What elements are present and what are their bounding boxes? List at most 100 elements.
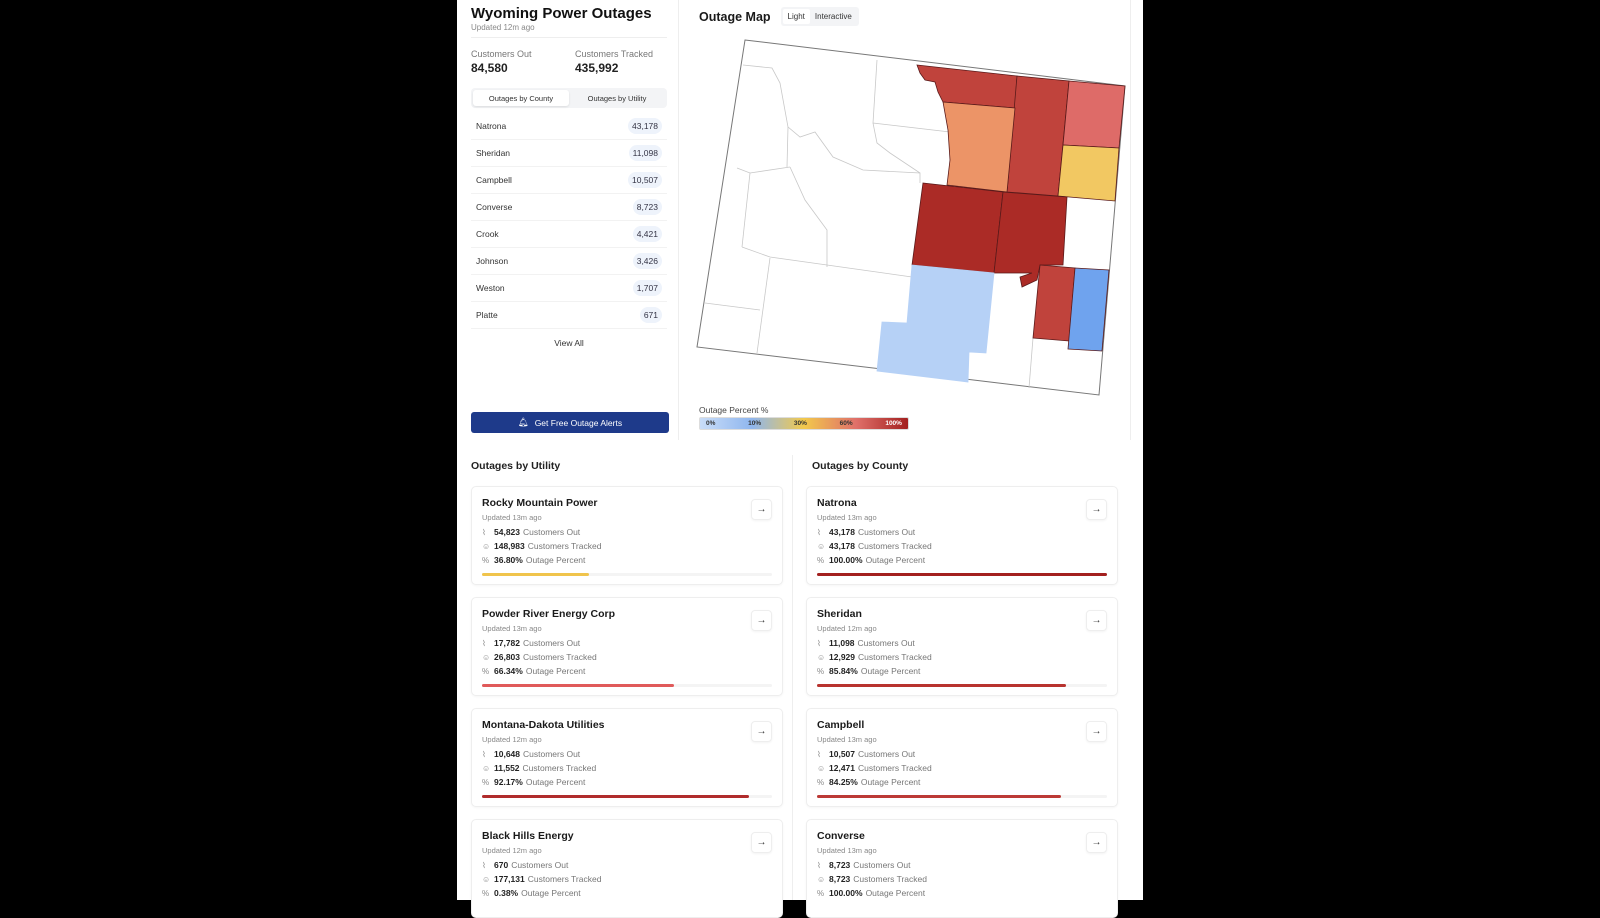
map-title: Outage Map [699,9,771,24]
customers-tracked-value: 12,471 [829,763,855,773]
customers-tracked-label: Customers Tracked [858,763,932,773]
county-list-item[interactable]: Crook 4,421 [471,221,667,248]
utility-card[interactable]: Rocky Mountain Power Updated 13m ago → ⌇… [471,486,783,585]
column-divider [1130,0,1131,440]
open-details-button[interactable]: → [1086,721,1107,742]
open-details-button[interactable]: → [751,721,772,742]
outage-percent-label: Outage Percent [860,666,921,676]
outage-percent-value: 92.17% [494,777,523,787]
get-alerts-label: Get Free Outage Alerts [534,417,623,428]
county-name: Converse [476,202,513,212]
county-card[interactable]: Natrona Updated 13m ago → ⌇ 43,178 Custome… [806,486,1118,585]
open-details-button[interactable]: → [1086,610,1107,631]
tab-outages-by-county[interactable]: Outages by County [473,90,569,106]
county-card[interactable]: Converse Updated 13m ago → ⌇ 8,723 Custome… [806,819,1118,918]
outage-progress-fill [482,573,589,576]
map-header: Outage Map Light Interactive [699,7,859,26]
customers-tracked-label: Customers Tracked [523,652,597,662]
page-title: Wyoming Power Outages [471,5,652,22]
outage-progress-bar [817,573,1107,576]
county-list-item[interactable]: Weston 1,707 [471,275,667,302]
card-updated: Updated 13m ago [817,735,877,744]
wyoming-outage-map[interactable] [680,30,1140,400]
county-crook [1062,80,1126,149]
mode-interactive-button[interactable]: Interactive [814,12,852,21]
county-card[interactable]: Sheridan Updated 12m ago → ⌇ 11,098 Custom… [806,597,1118,696]
percent-icon: % [817,888,825,898]
open-details-button[interactable]: → [751,832,772,853]
card-title: Black Hills Energy [482,830,574,842]
power-off-icon: ⌇ [482,749,486,759]
card-title: Sheridan [817,608,862,620]
get-alerts-button[interactable]: 🔔︎ Get Free Outage Alerts [471,412,669,433]
arrow-right-icon: → [756,615,767,626]
open-details-button[interactable]: → [1086,832,1107,853]
county-list-item[interactable]: Platte 671 [471,302,667,329]
customers-out-badge: 11,098 [628,145,662,161]
outage-progress-bar [482,573,772,576]
users-icon: ☺ [482,652,491,662]
customers-tracked-label: Customers Tracked [858,652,932,662]
outage-percent-label: Outage Percent [865,555,926,565]
county-list-item[interactable]: Johnson 3,426 [471,248,667,275]
customers-tracked-value: 148,983 [494,541,525,551]
customers-out-value: 17,782 [494,638,520,648]
county-list-item[interactable]: Natrona 43,178 [471,113,667,140]
county-list-item[interactable]: Campbell 10,507 [471,167,667,194]
customers-tracked-value: 435,992 [575,61,619,75]
county-platte [1032,264,1076,342]
outage-percent-value: 36.80% [494,555,523,565]
customers-out-label: Customers Out [511,860,569,870]
outage-progress-bar [482,684,772,687]
customers-out-value: 54,823 [494,527,520,537]
open-details-button[interactable]: → [1086,499,1107,520]
tab-outages-by-utility[interactable]: Outages by Utility [587,93,647,103]
users-icon: ☺ [482,763,491,773]
customers-out-value: 10,507 [829,749,855,759]
map-mode-toggle: Light Interactive [780,7,859,26]
view-all-link[interactable]: View All [554,338,584,348]
card-title: Powder River Energy Corp [482,608,616,620]
customers-tracked-label: Customers Tracked [858,541,932,551]
customers-out-label: Customers Out [523,638,581,648]
county-card[interactable]: Campbell Updated 13m ago → ⌇ 10,507 Custom… [806,708,1118,807]
legend-title: Outage Percent % [699,405,769,415]
outage-percent-label: Outage Percent [521,888,581,898]
arrow-right-icon: → [1091,726,1102,737]
customers-tracked-value: 8,723 [829,874,851,884]
utility-card[interactable]: Montana-Dakota Utilities Updated 12m ago… [471,708,783,807]
outage-progress-bar [817,684,1107,687]
county-list-item[interactable]: Sheridan 11,098 [471,140,667,167]
county-carbon [876,264,995,383]
utility-card[interactable]: Black Hills Energy Updated 12m ago → ⌇ 67… [471,819,783,918]
utility-card[interactable]: Powder River Energy Corp Updated 13m ago… [471,597,783,696]
outage-percent-value: 100.00% [829,555,863,565]
open-details-button[interactable]: → [751,499,772,520]
arrow-right-icon: → [1091,615,1102,626]
percent-icon: % [817,666,825,676]
outage-progress-fill [482,795,750,798]
customers-out-label: Customers Out [471,49,532,59]
outage-progress-fill [817,795,1062,798]
users-icon: ☺ [817,652,826,662]
customers-tracked-value: 26,803 [494,652,520,662]
users-icon: ☺ [817,763,826,773]
customers-out-label: Customers Out [857,638,915,648]
card-title: Converse [817,830,865,842]
customers-tracked-value: 177,131 [494,874,525,884]
open-details-button[interactable]: → [751,610,772,631]
users-icon: ☺ [482,541,491,551]
county-goshen [1067,267,1110,352]
outage-percent-label: Outage Percent [525,666,586,676]
map-legend: Outage Percent % 0% 10% 30% 60% 100% [699,405,909,430]
customers-out-label: Customers Out [523,749,581,759]
percent-icon: % [482,888,490,898]
customers-out-value: 670 [494,860,509,870]
legend-gradient: 0% 10% 30% 60% 100% [699,417,909,430]
county-list-item[interactable]: Converse 8,723 [471,194,667,221]
mode-light-button[interactable]: Light [782,9,810,24]
card-title: Natrona [817,497,857,509]
customers-tracked-value: 11,552 [494,763,520,773]
customers-tracked-label: Customers Tracked [527,541,602,551]
county-borders [704,59,1103,389]
